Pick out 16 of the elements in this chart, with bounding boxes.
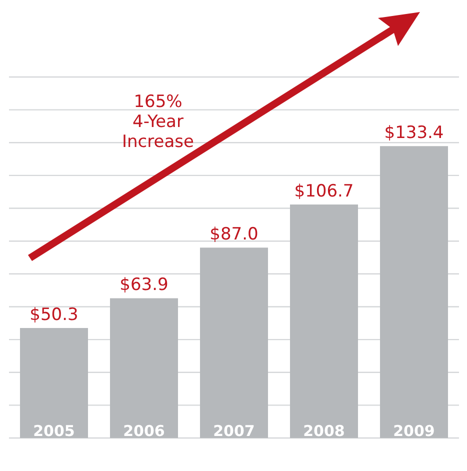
data-label: $106.7 <box>294 182 354 202</box>
x-tick-label: 2008 <box>303 422 345 440</box>
bar <box>200 248 268 438</box>
bar <box>380 146 448 438</box>
x-tick-label: 2009 <box>393 422 435 440</box>
bar <box>290 204 358 438</box>
x-tick-label: 2005 <box>33 422 75 440</box>
x-tick-label: 2007 <box>213 422 255 440</box>
bar <box>110 298 178 438</box>
x-tick-label: 2006 <box>123 422 165 440</box>
bar <box>20 328 88 438</box>
data-label: $133.4 <box>384 123 444 144</box>
data-label: $63.9 <box>120 275 168 296</box>
data-label: $50.3 <box>30 304 78 325</box>
data-label: $87.0 <box>210 224 258 245</box>
annotation: 165% 4-Year Increase <box>121 92 195 152</box>
